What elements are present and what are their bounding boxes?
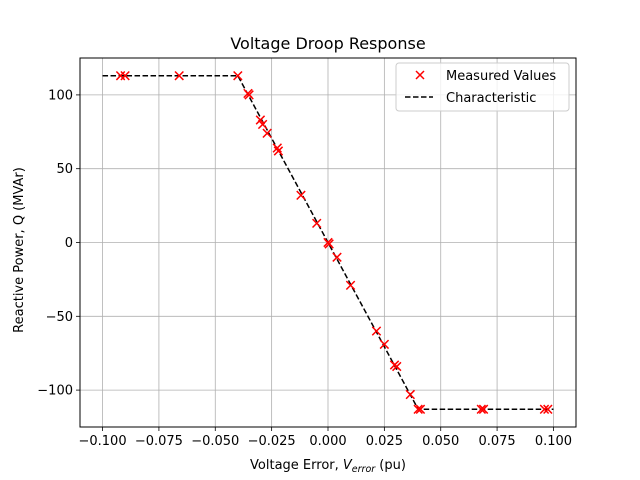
measured-point <box>392 361 402 372</box>
grid <box>80 58 576 427</box>
x-axis-label-main: Voltage Error, <box>250 458 343 473</box>
x-axis-label-var: V <box>343 458 353 473</box>
measured-point <box>476 404 487 415</box>
measured-point <box>379 339 390 350</box>
measured-point <box>332 252 342 262</box>
legend-marker-measured <box>415 70 425 80</box>
measured-point <box>345 280 356 291</box>
y-axis-ticks: −100 −50 0 50 100 <box>37 88 80 399</box>
y-tick-label: −50 <box>46 310 73 325</box>
measured-point <box>539 404 550 415</box>
measured-point <box>296 190 306 200</box>
x-axis-label: Voltage Error, Verror (pu) <box>250 458 406 475</box>
measured-point <box>478 404 489 415</box>
measured-point <box>311 218 322 229</box>
x-axis-label-unit: (pu) <box>375 458 406 473</box>
x-tick-label: −0.050 <box>191 434 239 449</box>
x-axis-label-sub: error <box>352 464 376 475</box>
legend-label-characteristic: Characteristic <box>446 91 536 106</box>
x-tick-label: 0.075 <box>478 434 515 449</box>
x-tick-label: 0.000 <box>309 434 346 449</box>
legend-label-measured: Measured Values <box>446 69 556 84</box>
measured-point <box>324 239 334 249</box>
measured-point <box>371 326 382 336</box>
legend: Measured Values Characteristic <box>395 62 570 112</box>
measured-point <box>543 404 553 415</box>
measured-point <box>120 70 130 81</box>
y-axis-label: Reactive Power, Q (MVAr) <box>12 167 27 333</box>
measured-point <box>233 70 243 81</box>
x-tick-label: 0.025 <box>366 434 403 449</box>
chart-title: Voltage Droop Response <box>230 34 425 53</box>
measured-point <box>115 70 126 81</box>
x-tick-label: −0.075 <box>135 434 183 449</box>
measured-point <box>262 128 272 139</box>
x-tick-label: −0.025 <box>248 434 296 449</box>
y-tick-label: −100 <box>37 384 73 399</box>
measured-point <box>415 404 426 415</box>
measured-point <box>272 143 283 153</box>
measured-point <box>257 119 268 130</box>
measured-point <box>413 404 423 415</box>
y-tick-label: 50 <box>56 162 73 177</box>
measured-point <box>255 115 266 125</box>
measured-point <box>244 90 254 100</box>
x-tick-label: 0.050 <box>422 434 459 449</box>
measured-point <box>174 70 184 81</box>
measured-point <box>405 389 416 400</box>
y-tick-label: 100 <box>48 88 73 103</box>
legend-box <box>395 62 570 112</box>
measured-series <box>115 70 553 415</box>
y-tick-label: 0 <box>65 236 73 251</box>
x-tick-label: −0.100 <box>78 434 126 449</box>
x-tick-label: 0.100 <box>535 434 572 449</box>
measured-point <box>273 146 284 156</box>
x-axis-ticks: −0.100 −0.075 −0.050 −0.025 0.000 0.025 0.050 0… <box>78 427 572 449</box>
